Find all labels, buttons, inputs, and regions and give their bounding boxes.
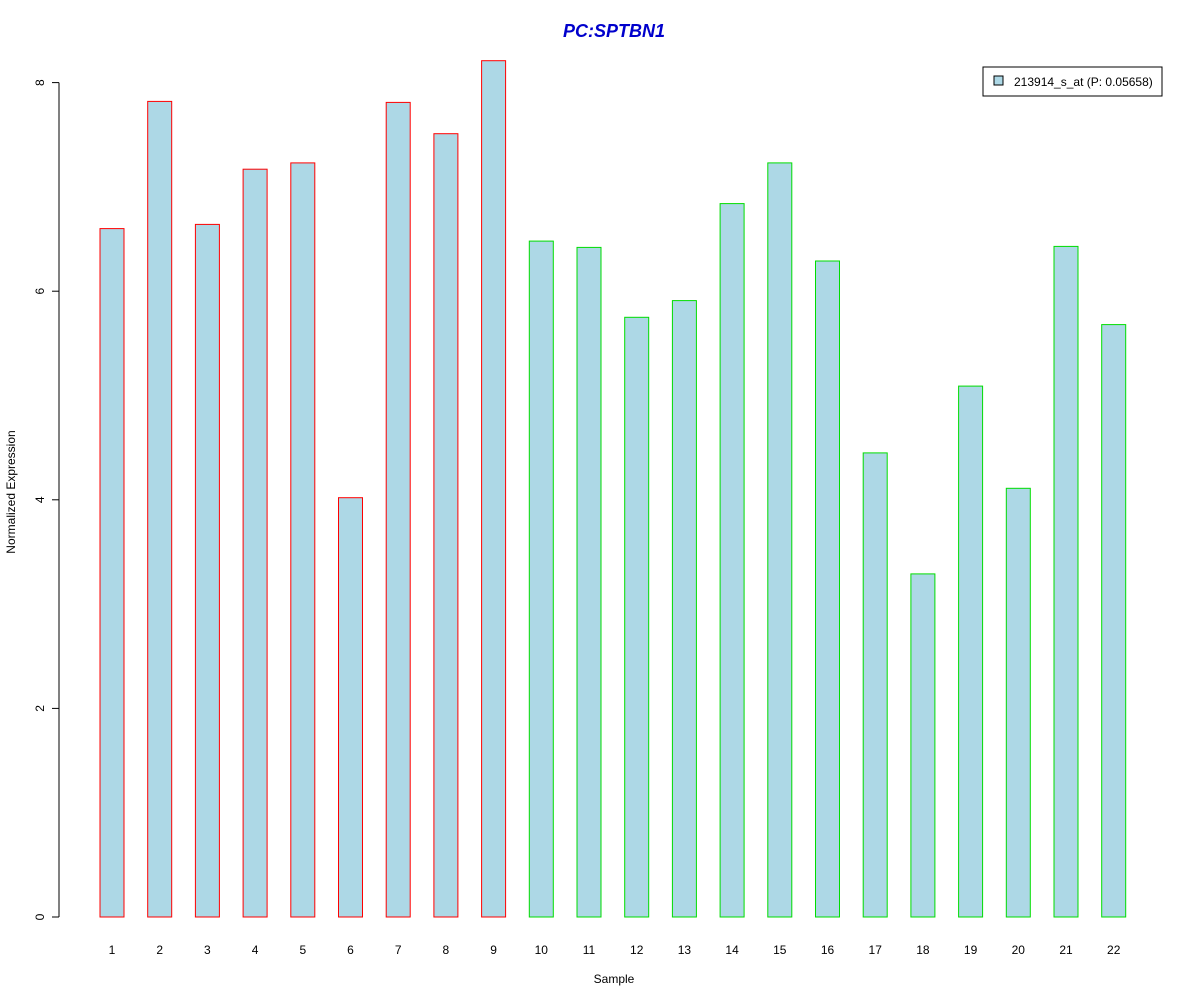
x-tick-label: 5 [299,943,306,957]
bar [671,300,697,918]
bar [242,168,268,918]
x-tick-label: 11 [583,943,596,957]
x-tick-label: 14 [725,943,739,957]
bar [194,223,220,918]
x-tick-label: 12 [630,943,644,957]
x-tick-label: 6 [347,943,354,957]
x-tick-label: 4 [252,943,259,957]
bar [910,573,936,918]
legend-swatch [993,75,1004,86]
bar [576,246,602,918]
x-tick-label: 1 [109,943,116,957]
x-tick-label: 20 [1012,943,1026,957]
bar [385,101,411,918]
x-tick-label: 9 [490,943,497,957]
x-tick-label: 22 [1107,943,1121,957]
bar [528,240,554,918]
bar [958,385,984,918]
y-axis: 0 2 4 6 8 [33,79,60,920]
y-axis-label: Normalized Expression [4,430,18,553]
x-tick-label: 2 [156,943,163,957]
y-tick-label: 4 [33,496,47,503]
bar [767,162,793,918]
x-tick-label: 21 [1059,943,1073,957]
bar [1101,324,1127,918]
y-tick-label: 2 [33,705,47,712]
x-tick-label: 19 [964,943,978,957]
chart-title: PC:SPTBN1 [563,21,665,41]
bar [433,133,459,918]
bar [99,228,125,918]
x-tick-label: 10 [535,943,549,957]
bar [290,162,316,918]
bar [1053,245,1079,918]
bar [481,60,507,918]
x-tick-label: 16 [821,943,835,957]
bar [1005,487,1031,918]
bar [147,100,173,918]
legend-label: 213914_s_at (P: 0.05658) [1014,75,1153,89]
bar [338,497,363,918]
bar [719,203,745,918]
x-tick-label: 13 [678,943,692,957]
x-tick-label: 15 [773,943,787,957]
y-tick-label: 6 [33,288,47,295]
x-tick-label: 18 [916,943,930,957]
y-tick-label: 8 [33,79,47,86]
bar [862,452,888,918]
y-tick-label: 0 [33,913,47,920]
bars [99,60,1127,918]
bar [624,316,650,918]
x-tick-labels: 1 2 3 4 5 6 7 8 9 10 11 12 13 14 15 16 17 18 19 20 21 22 [109,943,1121,957]
bar [815,260,840,918]
legend-box [982,66,1163,97]
x-tick-label: 3 [204,943,211,957]
x-axis-label: Sample [594,972,635,986]
x-tick-label: 7 [395,943,402,957]
legend: 213914_s_at (P: 0.05658) [982,66,1163,97]
x-tick-label: 8 [443,943,450,957]
x-tick-label: 17 [869,943,883,957]
